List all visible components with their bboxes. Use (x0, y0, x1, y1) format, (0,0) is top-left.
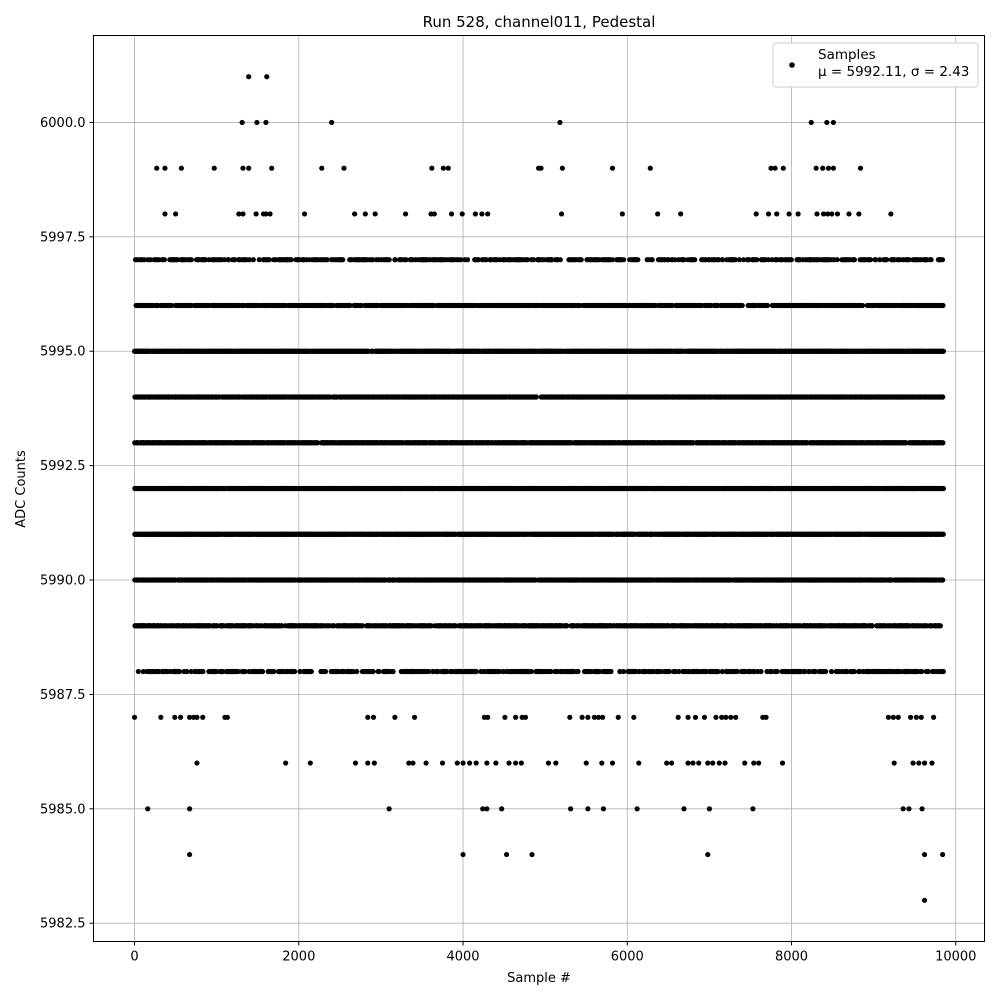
sample-point (658, 668, 664, 675)
sample-point (259, 668, 266, 675)
sample-point (435, 668, 441, 675)
sample-point (666, 668, 672, 675)
sample-point (426, 668, 432, 675)
sample-point (213, 668, 220, 675)
sample-point (297, 668, 303, 675)
sample-point (823, 668, 829, 675)
sample-point (564, 623, 570, 629)
sample-point (322, 668, 329, 675)
sample-point (354, 668, 360, 675)
sample-point (812, 668, 819, 675)
sample-point (496, 668, 502, 675)
sample-point (802, 668, 808, 675)
sample-point (940, 440, 946, 446)
sample-point (869, 623, 875, 629)
sample-point (719, 668, 725, 675)
sample-point (140, 668, 146, 675)
sample-point (937, 623, 943, 629)
sample-point (620, 668, 627, 675)
sample-point (617, 668, 623, 675)
sample-point (919, 668, 925, 675)
sample-point (271, 668, 277, 675)
sample-point (359, 623, 366, 629)
sample-point (940, 485, 947, 492)
chart-title: Run 528, channel011, Pedestal (423, 13, 656, 31)
sample-point (184, 668, 190, 675)
scatter-points (131, 74, 947, 903)
sample-point (828, 668, 835, 675)
sample-point (473, 668, 479, 675)
sample-point (548, 668, 554, 675)
sample-point (734, 668, 740, 675)
sample-point (806, 668, 812, 675)
sample-point (135, 668, 141, 675)
sample-point (235, 668, 241, 675)
sample-point (940, 668, 946, 675)
sample-point (220, 668, 226, 675)
sample-point (940, 531, 946, 537)
sample-point (940, 577, 946, 583)
sample-point (278, 623, 285, 629)
sample-point (575, 668, 581, 675)
sample-point (676, 668, 682, 675)
sample-point (376, 668, 382, 675)
sample-point (176, 668, 183, 675)
sample-point (529, 668, 535, 675)
sample-point (758, 668, 764, 675)
sample-point (200, 668, 206, 675)
sample-point (188, 668, 194, 675)
sample-point (390, 668, 396, 675)
sample-point (242, 668, 248, 675)
sample-point (925, 668, 931, 675)
sample-point (308, 668, 314, 675)
sample-point (851, 668, 857, 675)
sample-point (774, 668, 780, 675)
sample-point (452, 623, 459, 629)
sample-point (370, 668, 376, 675)
sample-point (608, 668, 614, 675)
sample-point (292, 668, 298, 675)
sample-point (428, 623, 434, 629)
sample-point (715, 668, 721, 675)
